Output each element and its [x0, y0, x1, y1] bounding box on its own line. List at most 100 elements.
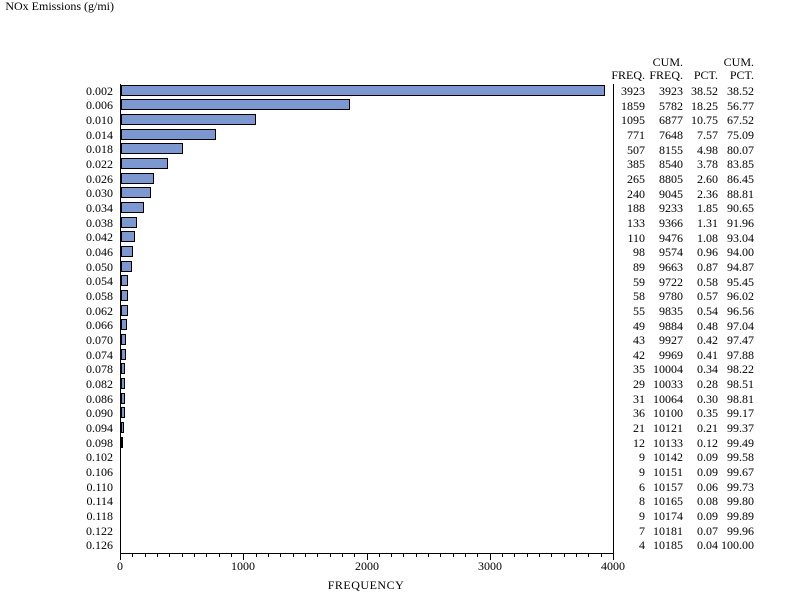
- table-cell: 9574: [659, 245, 683, 260]
- x-minor-tick: [514, 554, 515, 557]
- x-minor-tick: [280, 554, 281, 557]
- x-minor-tick: [428, 554, 429, 557]
- table-cell: 0.21: [697, 421, 718, 436]
- x-minor-tick: [293, 554, 294, 557]
- x-tick-label: 3000: [478, 559, 502, 573]
- bar-0.014: [121, 128, 216, 140]
- y-category-label: 0.050: [86, 259, 113, 274]
- x-minor-tick: [231, 554, 232, 557]
- table-cell: 0.42: [697, 333, 718, 348]
- x-minor-tick: [551, 554, 552, 557]
- table-cell: 21: [633, 421, 645, 436]
- table-row: 21 10121 0.21 99.37: [600, 421, 754, 436]
- table-cell: 0.57: [697, 289, 718, 304]
- y-category-label: 0.010: [86, 113, 113, 128]
- table-header-row-2: FREQ. FREQ. PCT. PCT.: [600, 69, 754, 82]
- table-cell: 83.85: [727, 157, 754, 172]
- y-category-label: 0.038: [86, 215, 113, 230]
- table-cell: 10133: [653, 435, 683, 450]
- table-cell: 9927: [659, 333, 683, 348]
- table-row: 36 10100 0.35 99.17: [600, 406, 754, 421]
- table-cell: 29: [633, 377, 645, 392]
- table-row: 240 9045 2.36 88.81: [600, 187, 754, 202]
- table-cell: 10064: [653, 391, 683, 406]
- y-axis-line: [120, 84, 121, 554]
- x-minor-tick: [465, 554, 466, 557]
- bar-0.094: [121, 421, 124, 433]
- table-cell: 99.80: [727, 494, 754, 509]
- table-row: 31 10064 0.30 98.81: [600, 392, 754, 407]
- y-category-label: 0.126: [86, 538, 113, 553]
- x-minor-tick: [256, 554, 257, 557]
- table-cell: 8805: [659, 171, 683, 186]
- table-cell: 0.09: [697, 450, 718, 465]
- x-minor-tick: [502, 554, 503, 557]
- table-cell: 9969: [659, 347, 683, 362]
- y-category-label: 0.014: [86, 127, 113, 142]
- y-category-label: 0.102: [86, 450, 113, 465]
- table-cell: 1.08: [697, 230, 718, 245]
- table-cell: 771: [627, 127, 645, 142]
- table-cell: 10142: [653, 450, 683, 465]
- x-minor-tick: [527, 554, 528, 557]
- table-cell: 0.04: [697, 538, 718, 553]
- table-cell: 0.41: [697, 347, 718, 362]
- table-cell: 7.57: [697, 127, 718, 142]
- y-category-label: 0.082: [86, 376, 113, 391]
- table-row: 43 9927 0.42 97.47: [600, 333, 754, 348]
- table-row: 9 10174 0.09 99.89: [600, 509, 754, 524]
- table-cell: 240: [627, 186, 645, 201]
- table-cell: 0.09: [697, 465, 718, 480]
- table-cell: 99.73: [727, 479, 754, 494]
- table-cell: 2.60: [697, 171, 718, 186]
- x-axis-title: FREQUENCY: [327, 578, 405, 592]
- bar-0.058: [121, 290, 128, 302]
- table-cell: 93.04: [727, 230, 754, 245]
- y-category-label: 0.066: [86, 318, 113, 333]
- table-cell: 0.96: [697, 245, 718, 260]
- table-cell: 4.98: [697, 142, 718, 157]
- x-minor-tick: [330, 554, 331, 557]
- y-category-label: 0.046: [86, 245, 113, 260]
- table-cell: 10.75: [691, 113, 718, 128]
- table-header-cell: FREQ.: [611, 68, 645, 82]
- table-cell: 38.52: [691, 84, 718, 98]
- table-cell: 5782: [659, 98, 683, 113]
- table-row: 98 9574 0.96 94.00: [600, 245, 754, 260]
- table-header-cell: PCT.: [729, 68, 754, 82]
- table-cell: 12: [633, 435, 645, 450]
- table-row: 89 9663 0.87 94.87: [600, 260, 754, 275]
- x-major-tick: [367, 554, 368, 560]
- table-row: 771 7648 7.57 75.09: [600, 128, 754, 143]
- table-row: 507 8155 4.98 80.07: [600, 143, 754, 158]
- x-minor-tick: [145, 554, 146, 557]
- y-category-label: 0.018: [86, 142, 113, 157]
- table-row: 55 9835 0.54 96.56: [600, 304, 754, 319]
- table-row: 3923 3923 38.52 38.52: [600, 84, 754, 99]
- bar-0.098: [121, 436, 123, 448]
- bar-0.054: [121, 275, 128, 287]
- y-category-label: 0.110: [86, 479, 113, 494]
- x-minor-tick: [477, 554, 478, 557]
- table-row: 9 10142 0.09 99.58: [600, 450, 754, 465]
- table-cell: 35: [633, 362, 645, 377]
- table-cell: 59: [633, 274, 645, 289]
- x-minor-tick: [379, 554, 380, 557]
- table-cell: 98.22: [727, 362, 754, 377]
- x-minor-tick: [342, 554, 343, 557]
- table-cell: 43: [633, 333, 645, 348]
- table-cell: 385: [627, 157, 645, 172]
- table-cell: 3923: [659, 84, 683, 98]
- x-minor-tick: [206, 554, 207, 557]
- table-cell: 1095: [621, 113, 645, 128]
- y-category-label: 0.058: [86, 289, 113, 304]
- table-cell: 0.58: [697, 274, 718, 289]
- table-cell: 1859: [621, 98, 645, 113]
- table-cell: 100.00: [721, 538, 754, 553]
- table-cell: 91.96: [727, 215, 754, 230]
- table-cell: 0.09: [697, 509, 718, 524]
- table-cell: 0.28: [697, 377, 718, 392]
- table-row: 4 10185 0.04 100.00: [600, 538, 754, 553]
- table-cell: 97.47: [727, 333, 754, 348]
- bar-0.078: [121, 363, 125, 375]
